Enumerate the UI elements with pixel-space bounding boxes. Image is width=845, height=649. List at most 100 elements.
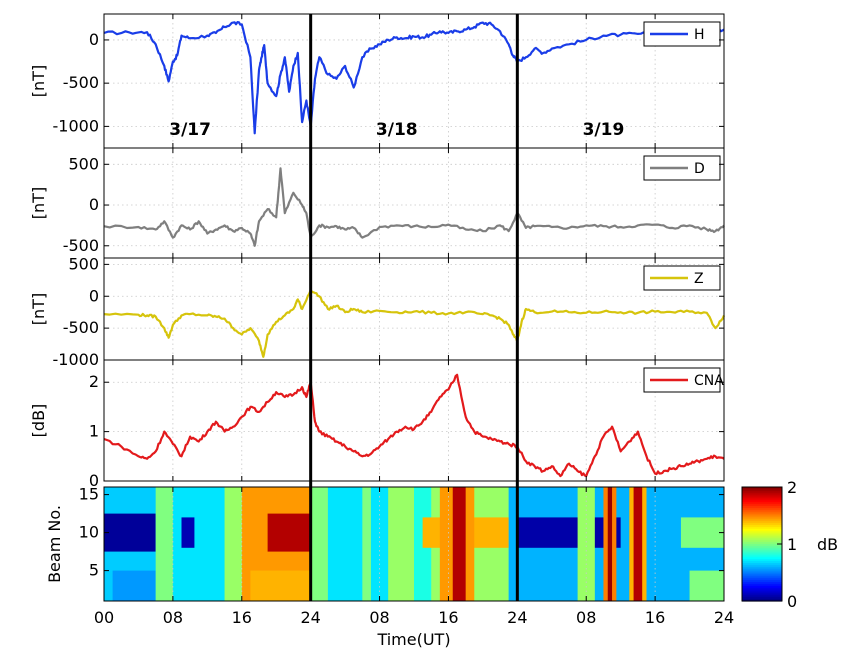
heatmap-cell <box>680 517 724 548</box>
panel-2: D 500 0 -500 [nT] <box>29 147 725 259</box>
panel-frame <box>103 359 725 482</box>
y-tick-label: 500 <box>68 154 99 173</box>
panel-frame <box>103 257 725 361</box>
colorbar-cell <box>742 555 782 558</box>
colorbar-cell <box>742 506 782 509</box>
series-line-h <box>103 21 725 135</box>
colorbar-cell <box>742 532 782 536</box>
x-axis-label: Time(UT) <box>376 630 450 649</box>
colorbar-cell <box>742 498 782 501</box>
colorbar-cell <box>742 589 782 593</box>
colorbar-cell <box>742 559 782 562</box>
colorbar-cell <box>742 580 782 583</box>
heatmap-cell <box>607 487 613 601</box>
colorbar-cell <box>742 534 782 537</box>
heatmap-cell <box>172 487 225 601</box>
colorbar-cell <box>742 597 782 600</box>
x-tick-label: 24 <box>507 608 527 627</box>
legend-label: D <box>694 161 705 177</box>
colorbar-cell <box>742 515 782 518</box>
y-tick-label: 0 <box>89 286 99 305</box>
colorbar-cell <box>742 538 782 541</box>
colorbar-cell <box>742 553 782 556</box>
x-tick-label: 16 <box>438 608 458 627</box>
colorbar-cell <box>742 568 782 572</box>
colorbar-cell <box>742 494 782 498</box>
colorbar-cell <box>742 544 782 547</box>
heatmap-cell <box>104 513 156 552</box>
y-axis-label: [dB] <box>29 404 48 438</box>
colorbar-cell <box>742 587 782 591</box>
heatmap-cell <box>362 487 371 601</box>
x-tick-label: 24 <box>714 608 734 627</box>
series-line-z <box>103 288 726 358</box>
colorbar-cell <box>742 547 782 551</box>
heatmap-cell <box>181 517 195 548</box>
y-axis-label: [nT] <box>29 65 48 97</box>
colorbar-cell <box>742 504 782 507</box>
colorbar-cell <box>742 502 782 505</box>
colorbar-cell <box>742 578 782 581</box>
x-tick-label: 08 <box>163 608 183 627</box>
heatmap-cell <box>577 487 595 601</box>
colorbar-cell <box>742 500 782 503</box>
heatmap-cell <box>267 513 311 552</box>
y-tick-label: -1000 <box>53 116 100 135</box>
day-label: 3/17 <box>169 120 211 140</box>
colorbar-cell <box>742 528 782 532</box>
colorbar-cell <box>742 595 782 598</box>
colorbar-cell <box>742 557 782 560</box>
panel-4: CNA 2 1 0 [dB] <box>29 359 725 490</box>
panel-3: Z 500 0 -500 -1000 [nT] <box>29 254 726 369</box>
colorbar-cell <box>742 523 782 526</box>
y-tick-label: 0 <box>89 471 99 490</box>
colorbar-cell <box>742 519 782 522</box>
x-tick-label: 24 <box>300 608 320 627</box>
x-tick-label: 16 <box>645 608 665 627</box>
colorbar-cell <box>742 585 782 589</box>
series-line-cna <box>103 373 725 478</box>
day-label: 3/18 <box>376 120 418 140</box>
series-line-d <box>103 167 725 247</box>
y-tick-label: 15 <box>79 485 99 504</box>
colorbar-cell <box>742 549 782 553</box>
y-tick-label: 10 <box>79 523 99 542</box>
y-tick-label: -1000 <box>53 350 100 369</box>
heatmap-cell <box>155 487 173 601</box>
colorbar-cell <box>742 487 782 490</box>
y-tick-label: 2 <box>89 372 99 391</box>
colorbar-cell <box>742 583 782 587</box>
y-axis-label: [nT] <box>29 187 48 219</box>
y-tick-label: -500 <box>63 318 99 337</box>
y-tick-label: 5 <box>89 561 99 580</box>
y-tick-label: 500 <box>68 254 99 273</box>
colorbar-cell <box>742 517 782 520</box>
colorbar-cell <box>742 490 782 494</box>
y-tick-label: -500 <box>63 236 99 255</box>
legend-label: H <box>694 27 705 43</box>
colorbar-cell <box>742 536 782 539</box>
colorbar-cell <box>742 526 782 530</box>
y-tick-label: 0 <box>89 30 99 49</box>
colorbar-cell <box>742 570 782 574</box>
colorbar-cell <box>742 542 782 545</box>
colorbar-cell <box>742 572 782 575</box>
panel-frame <box>103 486 725 602</box>
colorbar-cell <box>742 599 782 602</box>
colorbar-cell <box>742 530 782 534</box>
day-label: 3/19 <box>583 120 625 140</box>
heatmap-cell <box>310 487 328 601</box>
x-tick-label: 16 <box>232 608 252 627</box>
colorbar-cell <box>742 561 782 564</box>
x-tick-label: 08 <box>576 608 596 627</box>
colorbar-cell <box>742 492 782 496</box>
panel-1: H 0 -500 -1000 [nT] <box>29 13 725 149</box>
colorbar-cell <box>742 545 782 549</box>
colorbar-cell <box>742 576 782 579</box>
colorbar-tick-label: 2 <box>787 478 797 497</box>
heatmap-cell <box>633 487 643 601</box>
beam-heatmap <box>104 487 724 601</box>
colorbar-cell <box>742 564 782 568</box>
colorbar-cell <box>742 591 782 594</box>
